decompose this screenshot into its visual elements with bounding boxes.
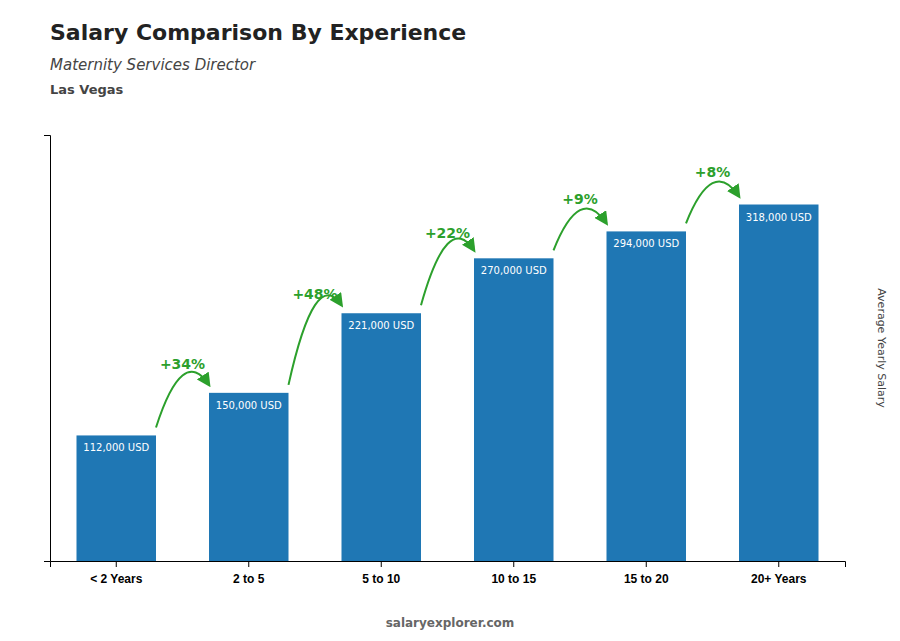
value-label: 221,000 USD — [348, 320, 414, 331]
change-label: +8% — [695, 164, 731, 180]
x-tick-label: 2 to 5 — [233, 572, 265, 586]
x-tick: 20+ Years — [751, 561, 807, 586]
chart: Salary Comparison By Experience Maternity… — [0, 0, 900, 641]
x-tick: 5 to 10 — [362, 561, 400, 586]
y-axis-line — [44, 136, 51, 562]
x-tick: 2 to 5 — [233, 561, 265, 586]
change-label: +48% — [292, 286, 337, 302]
change-label: +9% — [562, 191, 598, 207]
x-axis-line — [51, 562, 846, 568]
value-labels: 112,000 USD 150,000 USD 221,000 USD 270,000… — [83, 212, 812, 454]
value-label: 294,000 USD — [613, 238, 679, 249]
x-tick-mark — [248, 561, 249, 567]
y-axis-title: Average Yearly Salary — [875, 288, 888, 408]
x-axis: < 2 Years 2 to 5 5 to 10 10 to 15 15 to 20 20… — [51, 561, 846, 586]
x-tick-label: 10 to 15 — [491, 572, 536, 586]
x-tick: < 2 Years — [90, 561, 142, 586]
bar — [739, 205, 819, 561]
y-axis — [44, 136, 51, 562]
x-tick-mark — [778, 561, 779, 567]
change-label: +34% — [160, 356, 205, 372]
x-tick-label: 5 to 10 — [362, 572, 400, 586]
bar — [474, 258, 554, 561]
value-label: 270,000 USD — [481, 265, 547, 276]
x-tick-label: 20+ Years — [751, 572, 807, 586]
change-arrow — [554, 208, 607, 250]
change-arrow — [289, 295, 342, 385]
watermark: salaryexplorer.com — [386, 616, 515, 630]
x-tick-mark — [116, 561, 117, 567]
change-arrow — [686, 182, 739, 224]
bar — [77, 435, 157, 561]
change-arrow — [156, 372, 209, 428]
bar — [342, 313, 422, 561]
value-label: 150,000 USD — [216, 400, 282, 411]
x-tick: 15 to 20 — [624, 561, 669, 586]
x-tick-mark — [646, 561, 647, 567]
x-tick-label: 15 to 20 — [624, 572, 669, 586]
bars — [77, 205, 819, 561]
x-tick-mark — [381, 561, 382, 567]
subtitle: Maternity Services Director — [50, 56, 256, 74]
x-tick-mark — [513, 561, 514, 567]
change-arrow — [421, 238, 474, 305]
annotations: +34% +48% +22% +9% +8% — [156, 164, 739, 427]
plot: < 2 Years 2 to 5 5 to 10 10 to 15 15 to 20 20… — [44, 136, 846, 587]
change-label: +22% — [425, 225, 470, 241]
bar — [607, 231, 687, 561]
subtitle: Las Vegas — [50, 82, 124, 97]
title: Salary Comparison By Experience — [50, 20, 466, 45]
value-label: 318,000 USD — [746, 212, 812, 223]
x-tick-label: < 2 Years — [90, 572, 142, 586]
value-label: 112,000 USD — [83, 442, 149, 453]
x-tick: 10 to 15 — [491, 561, 536, 586]
bar — [209, 393, 289, 561]
